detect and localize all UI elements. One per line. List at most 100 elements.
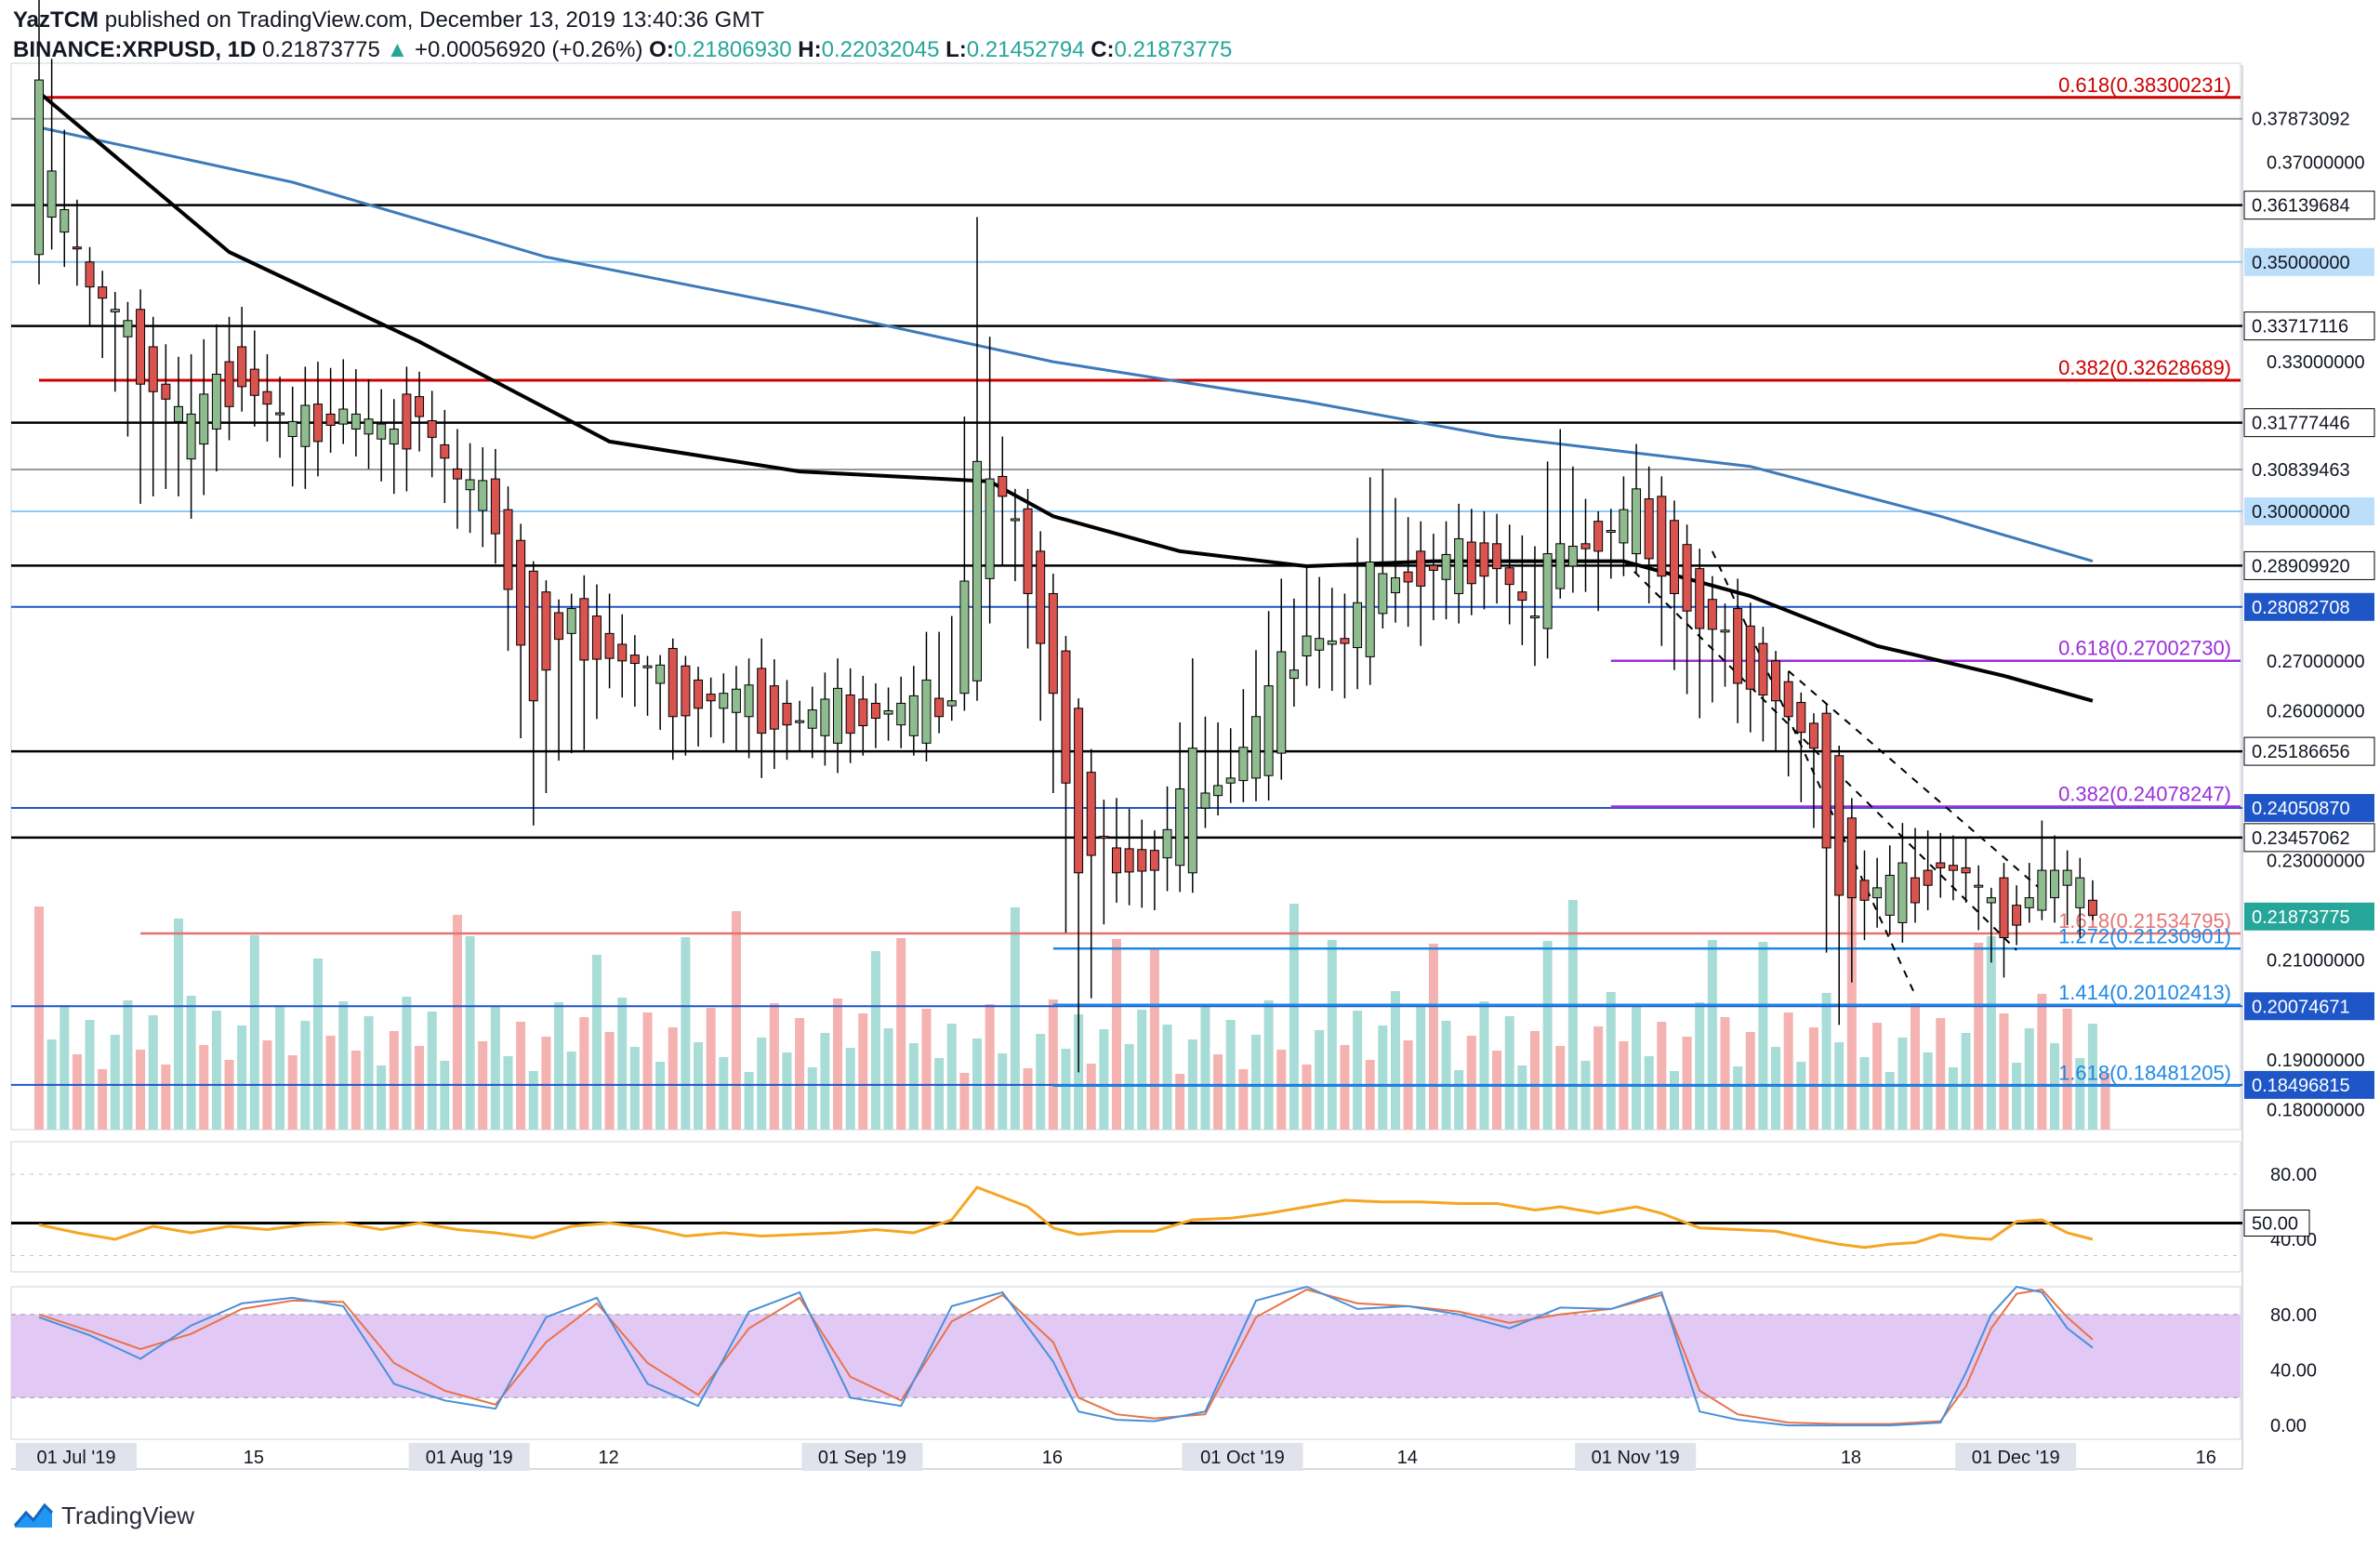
volume-bar xyxy=(1061,1049,1071,1130)
rsi-line xyxy=(38,1185,2094,1250)
candle-body xyxy=(1315,638,1325,651)
tradingview-logo[interactable]: TradingView xyxy=(13,1499,194,1532)
volume-bar xyxy=(1200,1005,1210,1130)
candle-body xyxy=(1124,848,1134,873)
price-level-tag-text: 0.37873092 xyxy=(2252,110,2350,130)
candle-body xyxy=(1289,669,1299,680)
candle-body xyxy=(1720,629,1730,633)
time-axis-tick: 01 Nov '19 xyxy=(1592,1448,1680,1468)
volume-bar xyxy=(1124,1044,1134,1130)
volume-bar xyxy=(1276,1050,1287,1130)
candle-body xyxy=(1517,591,1527,602)
candle-body xyxy=(1263,685,1274,776)
time-axis-tick: 12 xyxy=(599,1448,619,1468)
volume-bar xyxy=(1758,942,1768,1130)
price-pane-frame xyxy=(10,62,2241,1131)
volume-bar xyxy=(275,1006,285,1130)
price-level-tag xyxy=(2243,550,2375,580)
price-axis-tick: 0.26000000 xyxy=(2267,701,2365,721)
volume-bar xyxy=(845,1048,855,1130)
volume-bar xyxy=(1986,936,1996,1130)
open-label: O: xyxy=(649,37,674,62)
candle-body xyxy=(1250,716,1261,779)
volume-bar xyxy=(1504,1016,1514,1130)
price-level-tag xyxy=(2244,496,2374,525)
candle-body xyxy=(1428,564,1438,571)
candle-body xyxy=(998,475,1008,497)
volume-bar xyxy=(440,1061,450,1130)
candle-body xyxy=(528,570,538,702)
candle-body xyxy=(1353,602,1363,649)
volume-bar xyxy=(1745,1032,1755,1130)
publish-line: YazTCM published on TradingView.com, Dec… xyxy=(13,6,2244,35)
candle-body xyxy=(1657,496,1667,577)
volume-bar xyxy=(1974,943,1984,1130)
candle-body xyxy=(1390,576,1400,594)
volume-bar xyxy=(1517,1065,1527,1130)
price-level-tag xyxy=(2244,455,2374,483)
candle-body xyxy=(2037,869,2047,911)
candle-body xyxy=(833,687,843,744)
volume-bar xyxy=(1542,941,1553,1130)
candle-body xyxy=(427,420,437,438)
author-name[interactable]: YazTCM xyxy=(13,7,99,33)
volume-bar xyxy=(1162,1025,1172,1130)
volume-bar xyxy=(1783,1012,1793,1130)
candle-body xyxy=(1644,498,1654,560)
fib-level-label: 0.618(0.27002730) xyxy=(2058,637,2231,660)
candle-body xyxy=(1986,897,1996,904)
volume-bar xyxy=(1808,1027,1818,1130)
candle-body xyxy=(1923,869,1933,886)
time-axis-tag xyxy=(1955,1443,2077,1471)
candle-body xyxy=(757,668,767,734)
candle-body xyxy=(985,478,995,579)
time-axis-tag xyxy=(1182,1443,1303,1471)
chart-header: YazTCM published on TradingView.com, Dec… xyxy=(13,6,2244,65)
price-level-tag-text: 0.28082708 xyxy=(2252,598,2350,618)
volume-bar xyxy=(629,1047,640,1130)
volume-bar xyxy=(694,1042,704,1130)
candle-body xyxy=(845,695,855,734)
candle-body xyxy=(312,404,323,443)
volume-bar xyxy=(1846,896,1857,1130)
volume-bar xyxy=(300,1021,311,1130)
candle-body xyxy=(72,246,82,250)
volume-bar xyxy=(566,1052,576,1130)
candle-body xyxy=(1974,884,1984,888)
volume-bar xyxy=(465,936,475,1130)
candle-body xyxy=(566,608,576,634)
volume-bar xyxy=(934,1058,945,1130)
candle-body xyxy=(1238,747,1249,782)
candle-body xyxy=(1682,544,1692,612)
time-axis-tick: 01 Sep '19 xyxy=(818,1448,906,1468)
symbol-label[interactable]: BINANCE:XRPUSD, 1D xyxy=(13,37,257,62)
volume-bar xyxy=(1733,1066,1743,1130)
volume-bar xyxy=(681,937,691,1130)
candle-body xyxy=(1619,509,1629,544)
candle-body xyxy=(883,709,893,715)
volume-bar xyxy=(1555,1046,1566,1130)
time-axis-tick: 01 Aug '19 xyxy=(426,1448,513,1468)
candle-body xyxy=(1593,521,1604,552)
candle-body xyxy=(1086,772,1096,856)
candle-body xyxy=(249,368,259,396)
volume-bar xyxy=(719,1057,729,1130)
volume-bar xyxy=(364,1016,374,1130)
candle-body xyxy=(46,170,57,218)
volume-bar xyxy=(1632,1007,1642,1130)
volume-bar xyxy=(1416,1006,1426,1130)
volume-bar xyxy=(757,1038,767,1130)
volume-bar xyxy=(1137,1010,1147,1130)
candle-body xyxy=(186,413,196,460)
candle-body xyxy=(591,615,602,660)
volume-bar xyxy=(1682,1037,1692,1130)
volume-bar xyxy=(2037,994,2047,1130)
time-axis-tag xyxy=(16,1443,137,1471)
volume-bar xyxy=(402,997,412,1130)
candle-body xyxy=(478,480,488,511)
candle-body xyxy=(1112,847,1121,874)
price-level-tag-text: 0.24050870 xyxy=(2252,799,2350,819)
candle-body xyxy=(2050,869,2060,899)
price-level-tag-text: 0.30839463 xyxy=(2252,460,2350,481)
